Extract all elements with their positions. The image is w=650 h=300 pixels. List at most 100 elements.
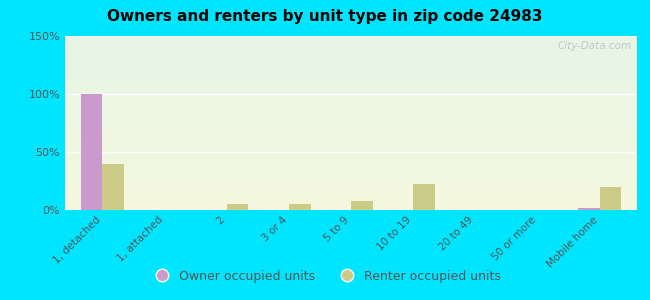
Bar (65, 191, 637, 193)
Bar (65, 188, 637, 189)
Bar (65, 93, 637, 95)
Bar (65, 158, 637, 160)
Bar (65, 206, 637, 208)
Bar (65, 132, 637, 134)
Bar (65, 80, 637, 81)
Bar (65, 100, 637, 102)
Bar (578, 208, 600, 210)
Bar (65, 205, 637, 206)
Bar (65, 116, 637, 118)
Bar (65, 64, 637, 66)
Bar (65, 123, 637, 125)
Bar (65, 208, 637, 210)
Bar (65, 149, 637, 151)
Bar (65, 147, 637, 149)
Bar (65, 104, 637, 106)
Bar (65, 53, 637, 55)
Bar (65, 71, 637, 73)
Bar (65, 107, 637, 109)
Bar (65, 69, 637, 71)
Bar (65, 201, 637, 203)
Bar (65, 203, 637, 205)
Bar (65, 58, 637, 60)
Bar (65, 128, 637, 130)
Bar (65, 140, 637, 142)
Bar (65, 144, 637, 146)
Bar (65, 52, 637, 53)
Bar (65, 62, 637, 64)
Bar (65, 38, 637, 40)
Bar (65, 106, 637, 107)
Bar (289, 204, 311, 210)
Bar (65, 43, 637, 45)
Bar (65, 41, 637, 43)
Bar (65, 142, 637, 144)
Bar (65, 119, 637, 121)
Bar (227, 204, 248, 210)
Bar (65, 151, 637, 153)
Bar (351, 201, 372, 210)
Bar (65, 193, 637, 194)
Bar (65, 153, 637, 154)
Bar (65, 167, 637, 168)
Bar (65, 196, 637, 198)
Bar (65, 163, 637, 165)
Bar (65, 179, 637, 180)
Bar (65, 102, 637, 104)
Bar (65, 134, 637, 135)
Bar (65, 85, 637, 86)
Bar (65, 180, 637, 182)
Bar (65, 182, 637, 184)
Bar (65, 135, 637, 137)
Bar (413, 184, 435, 210)
Bar (65, 88, 637, 90)
Bar (65, 189, 637, 191)
Bar (65, 200, 637, 201)
Bar (65, 60, 637, 62)
Bar (65, 111, 637, 112)
Bar (65, 36, 637, 38)
Bar (65, 90, 637, 92)
Bar (102, 164, 124, 210)
Bar (65, 194, 637, 196)
Bar (65, 173, 637, 175)
Bar (65, 172, 637, 173)
Bar (65, 156, 637, 158)
Bar (65, 121, 637, 123)
Bar (65, 137, 637, 139)
Bar (65, 168, 637, 170)
Bar (65, 146, 637, 147)
Bar (65, 67, 637, 69)
Bar (65, 48, 637, 50)
Bar (65, 184, 637, 186)
Bar (65, 130, 637, 132)
Text: City-Data.com: City-Data.com (557, 41, 631, 51)
Bar (65, 127, 637, 128)
Bar (65, 170, 637, 172)
Bar (65, 198, 637, 200)
Bar (65, 160, 637, 161)
Bar (65, 175, 637, 177)
Bar (65, 109, 637, 111)
Bar (65, 55, 637, 57)
Bar (600, 187, 621, 210)
Bar (65, 81, 637, 83)
Bar (65, 46, 637, 48)
Bar (65, 66, 637, 67)
Bar (65, 112, 637, 114)
Bar (65, 40, 637, 41)
Bar (65, 186, 637, 188)
Bar (65, 139, 637, 140)
Bar (65, 45, 637, 46)
Bar (65, 177, 637, 179)
Legend: Owner occupied units, Renter occupied units: Owner occupied units, Renter occupied un… (144, 265, 506, 288)
Bar (65, 161, 637, 163)
Bar (65, 114, 637, 116)
Bar (65, 95, 637, 97)
Text: Owners and renters by unit type in zip code 24983: Owners and renters by unit type in zip c… (107, 9, 543, 24)
Bar (65, 99, 637, 100)
Bar (65, 78, 637, 80)
Bar (81, 94, 102, 210)
Bar (65, 76, 637, 78)
Bar (65, 86, 637, 88)
